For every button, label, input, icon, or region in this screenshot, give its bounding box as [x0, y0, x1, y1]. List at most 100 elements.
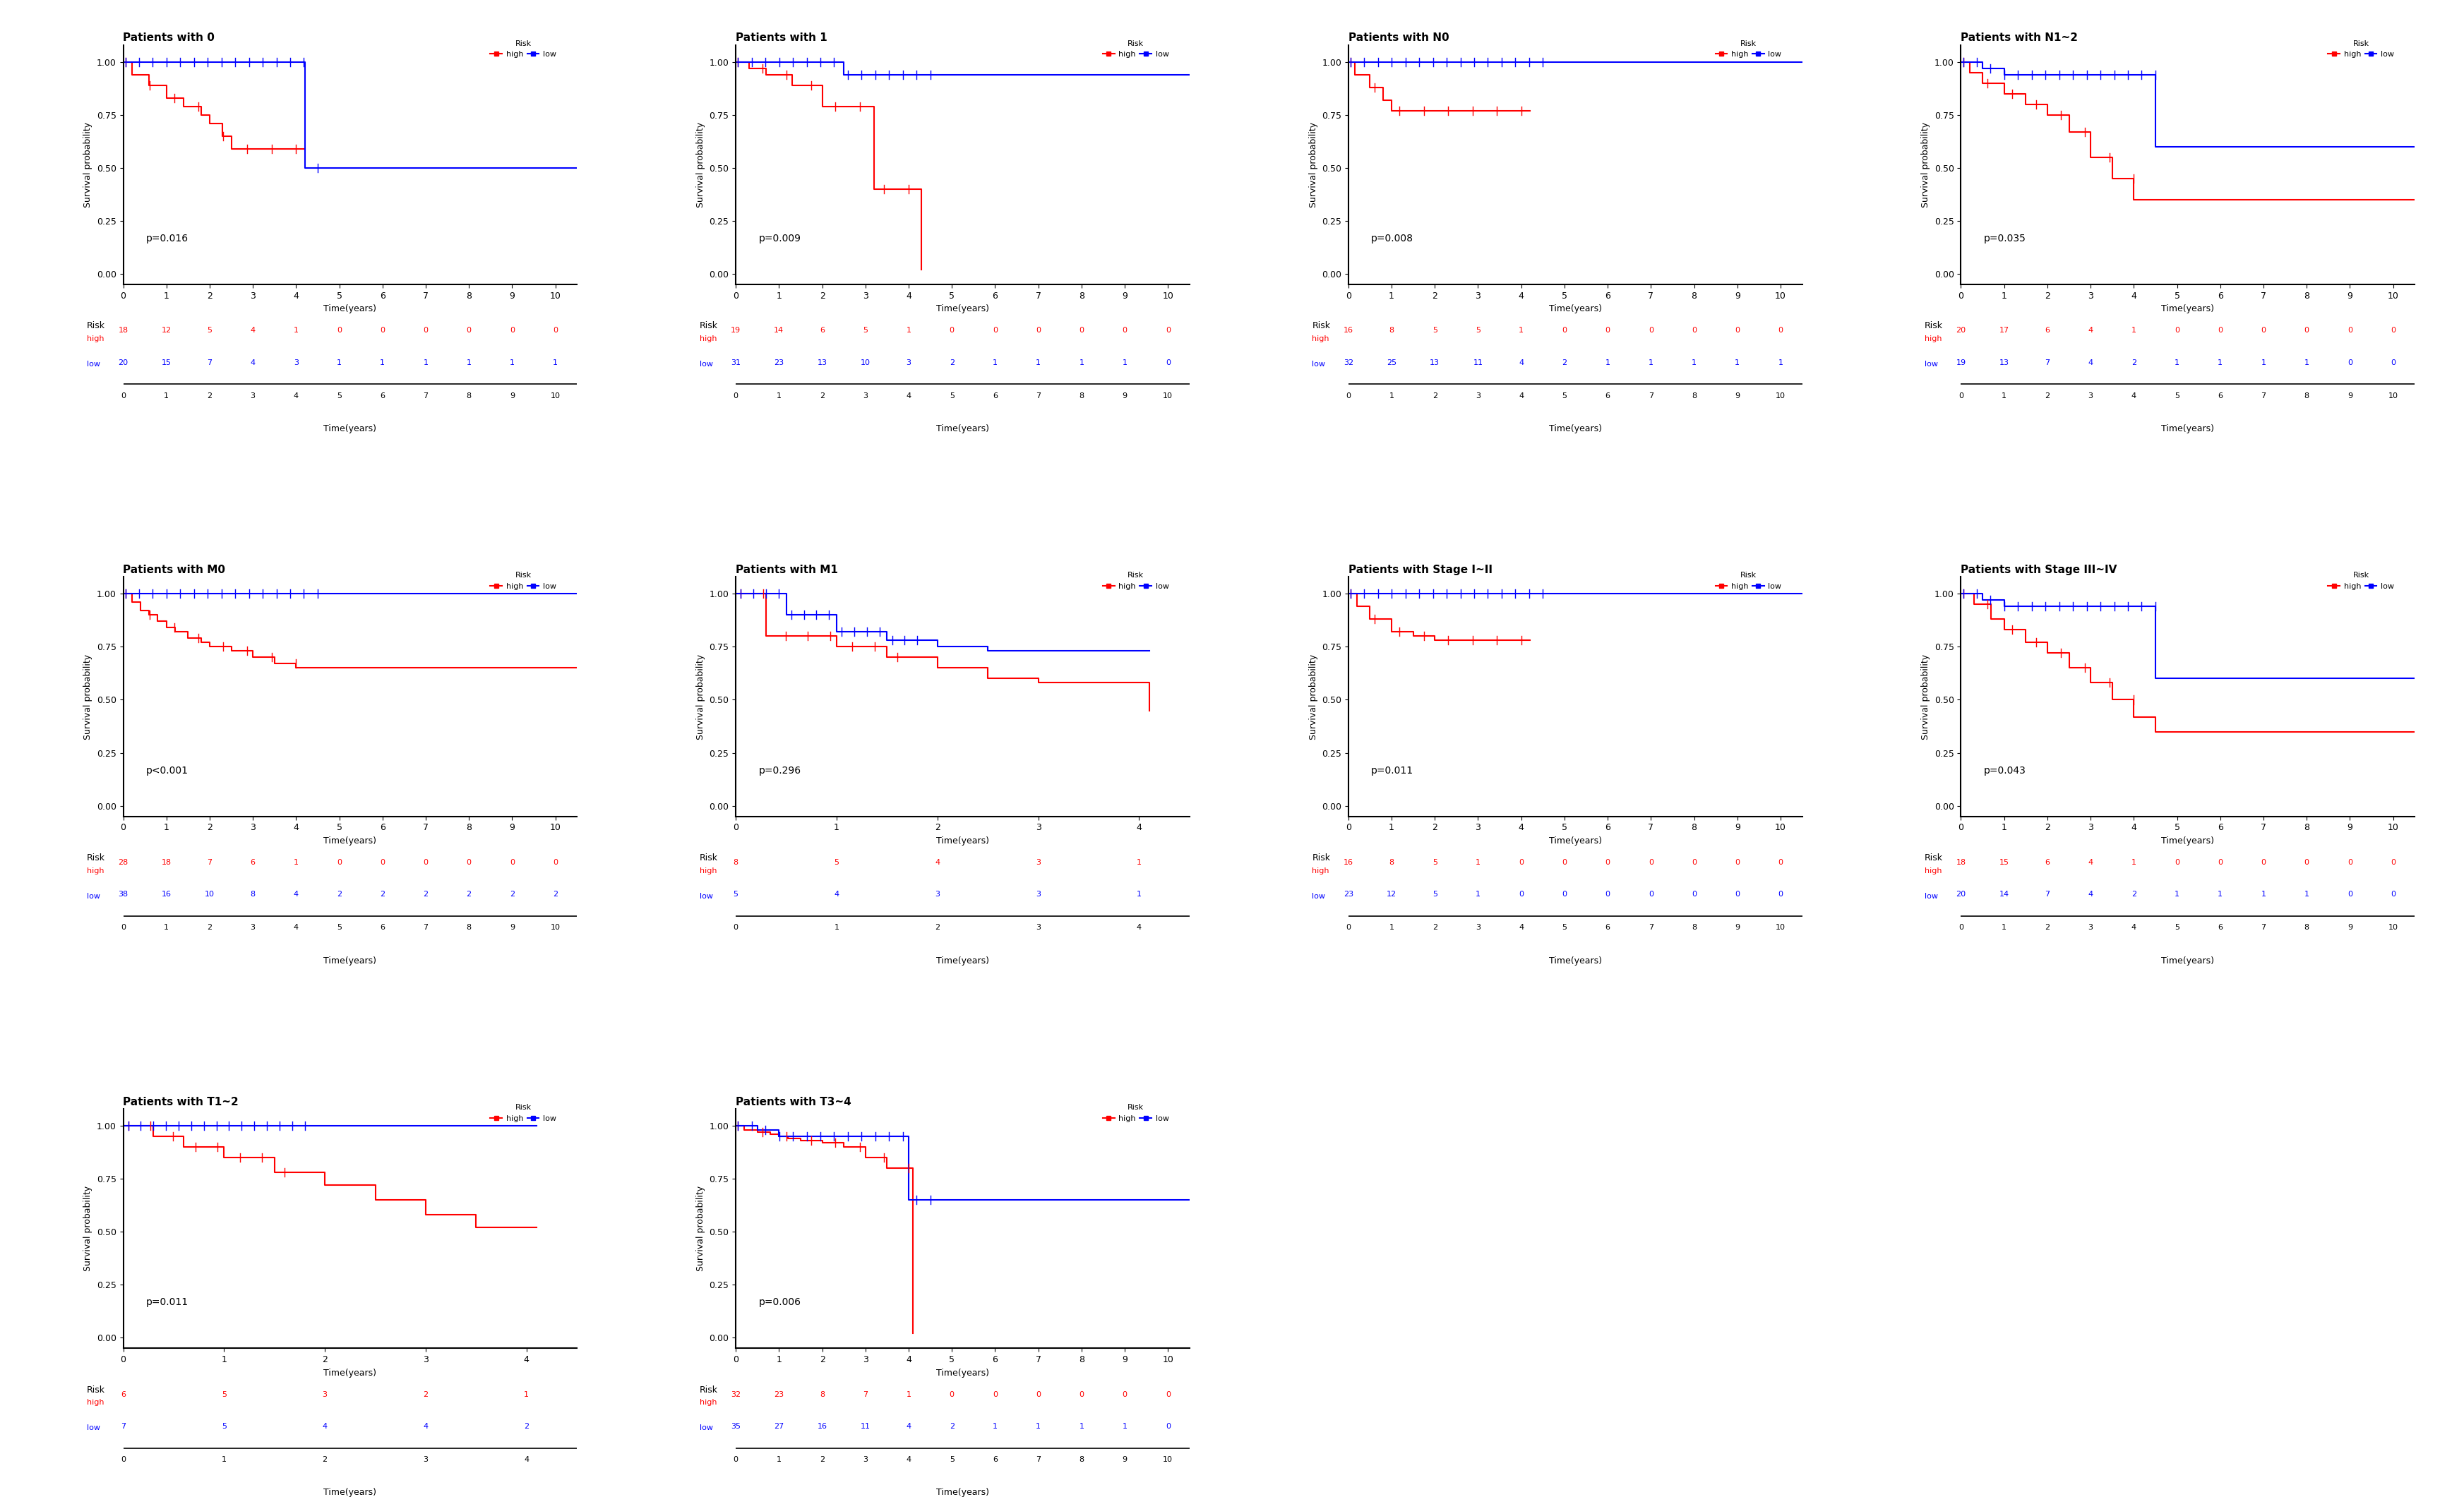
Text: 0: 0	[466, 328, 471, 334]
Text: 4: 4	[2087, 891, 2092, 898]
Text: 20: 20	[1956, 328, 1966, 334]
Text: 2: 2	[949, 1424, 954, 1430]
Text: 0: 0	[1693, 328, 1698, 334]
Text: 0: 0	[121, 392, 126, 400]
Legend: high, low: high, low	[2326, 569, 2397, 593]
Text: 0: 0	[1779, 859, 1784, 867]
Text: 4: 4	[907, 1424, 912, 1430]
Text: 5: 5	[734, 891, 739, 898]
Text: 2: 2	[1562, 359, 1567, 367]
Text: 2: 2	[424, 891, 429, 898]
Text: 2: 2	[466, 891, 471, 898]
Text: 0: 0	[1035, 1391, 1040, 1398]
Text: 1: 1	[2218, 359, 2223, 367]
Text: p=0.008: p=0.008	[1370, 234, 1414, 244]
Text: p=0.011: p=0.011	[1370, 765, 1414, 775]
Text: 5: 5	[2176, 924, 2181, 931]
Text: 1: 1	[1476, 859, 1481, 867]
Text: 5: 5	[222, 1424, 227, 1430]
Text: 5: 5	[1432, 891, 1437, 898]
Text: 27: 27	[774, 1424, 784, 1430]
Text: 1: 1	[1390, 924, 1395, 931]
X-axis label: Time(years): Time(years)	[323, 837, 377, 846]
Text: 8: 8	[1693, 392, 1698, 400]
Text: 7: 7	[424, 924, 429, 931]
Text: 13: 13	[1429, 359, 1439, 367]
Text: 0: 0	[1604, 891, 1609, 898]
Text: low: low	[86, 361, 101, 368]
Text: 4: 4	[2087, 859, 2092, 867]
Text: 10: 10	[1777, 392, 1786, 400]
Text: high: high	[1924, 335, 1942, 343]
Text: 18: 18	[1956, 859, 1966, 867]
Text: 5: 5	[949, 1457, 954, 1463]
Text: 18: 18	[163, 859, 172, 867]
Text: 8: 8	[821, 1391, 825, 1398]
Text: 1: 1	[2001, 924, 2006, 931]
Text: 0: 0	[949, 328, 954, 334]
Text: 9: 9	[1121, 392, 1126, 400]
Text: 6: 6	[1604, 392, 1609, 400]
Legend: high, low: high, low	[488, 37, 559, 61]
Text: 1: 1	[993, 1424, 998, 1430]
Text: Time(years): Time(years)	[323, 957, 377, 966]
Text: p=0.035: p=0.035	[1984, 234, 2025, 244]
Text: 32: 32	[1343, 359, 1353, 367]
Text: 1: 1	[776, 392, 781, 400]
Text: 8: 8	[1693, 924, 1698, 931]
Text: 0: 0	[1079, 328, 1084, 334]
Text: Time(years): Time(years)	[1550, 957, 1602, 966]
Text: 0: 0	[949, 1391, 954, 1398]
Text: Risk: Risk	[86, 1385, 106, 1394]
Text: 6: 6	[993, 392, 998, 400]
Text: 0: 0	[1079, 1391, 1084, 1398]
Text: Patients with T3~4: Patients with T3~4	[737, 1096, 853, 1108]
Text: 0: 0	[1604, 328, 1609, 334]
Text: p=0.043: p=0.043	[1984, 765, 2025, 775]
Text: 0: 0	[1648, 328, 1653, 334]
Text: Patients with 0: Patients with 0	[123, 33, 214, 43]
Text: 14: 14	[1998, 891, 2008, 898]
Text: 2: 2	[821, 392, 825, 400]
Text: high: high	[700, 867, 717, 874]
Text: 7: 7	[862, 1391, 867, 1398]
Text: 9: 9	[510, 392, 515, 400]
Text: 0: 0	[1648, 891, 1653, 898]
Text: 0: 0	[2390, 328, 2395, 334]
Text: 0: 0	[379, 859, 384, 867]
Text: 4: 4	[293, 924, 298, 931]
Text: p=0.296: p=0.296	[759, 765, 801, 775]
Text: 1: 1	[222, 1457, 227, 1463]
Text: 0: 0	[993, 328, 998, 334]
Text: 8: 8	[2304, 924, 2309, 931]
Text: 3: 3	[1035, 924, 1040, 931]
Text: 0: 0	[1165, 1424, 1170, 1430]
Text: 19: 19	[1956, 359, 1966, 367]
Text: 1: 1	[1121, 1424, 1126, 1430]
Text: 10: 10	[1777, 924, 1786, 931]
Text: 0: 0	[734, 1457, 739, 1463]
Text: 2: 2	[379, 891, 384, 898]
Text: Patients with N0: Patients with N0	[1348, 33, 1449, 43]
Text: 6: 6	[2218, 392, 2223, 400]
Text: 3: 3	[2087, 924, 2092, 931]
Text: 8: 8	[1390, 328, 1395, 334]
Text: 1: 1	[466, 359, 471, 367]
Text: 0: 0	[1518, 891, 1523, 898]
Text: 1: 1	[2176, 359, 2181, 367]
Text: high: high	[86, 867, 103, 874]
Text: high: high	[1924, 867, 1942, 874]
Text: p=0.016: p=0.016	[145, 234, 187, 244]
Text: 3: 3	[862, 1457, 867, 1463]
Text: 0: 0	[466, 859, 471, 867]
Legend: high, low: high, low	[1099, 1100, 1173, 1126]
Text: 10: 10	[2388, 924, 2397, 931]
Text: 4: 4	[934, 859, 939, 867]
Text: Risk: Risk	[1311, 322, 1331, 331]
Text: 4: 4	[835, 891, 840, 898]
Text: 0: 0	[1735, 328, 1740, 334]
Text: 0: 0	[338, 328, 342, 334]
Text: Patients with N1~2: Patients with N1~2	[1961, 33, 2077, 43]
Text: 10: 10	[860, 359, 870, 367]
Text: high: high	[1311, 867, 1331, 874]
